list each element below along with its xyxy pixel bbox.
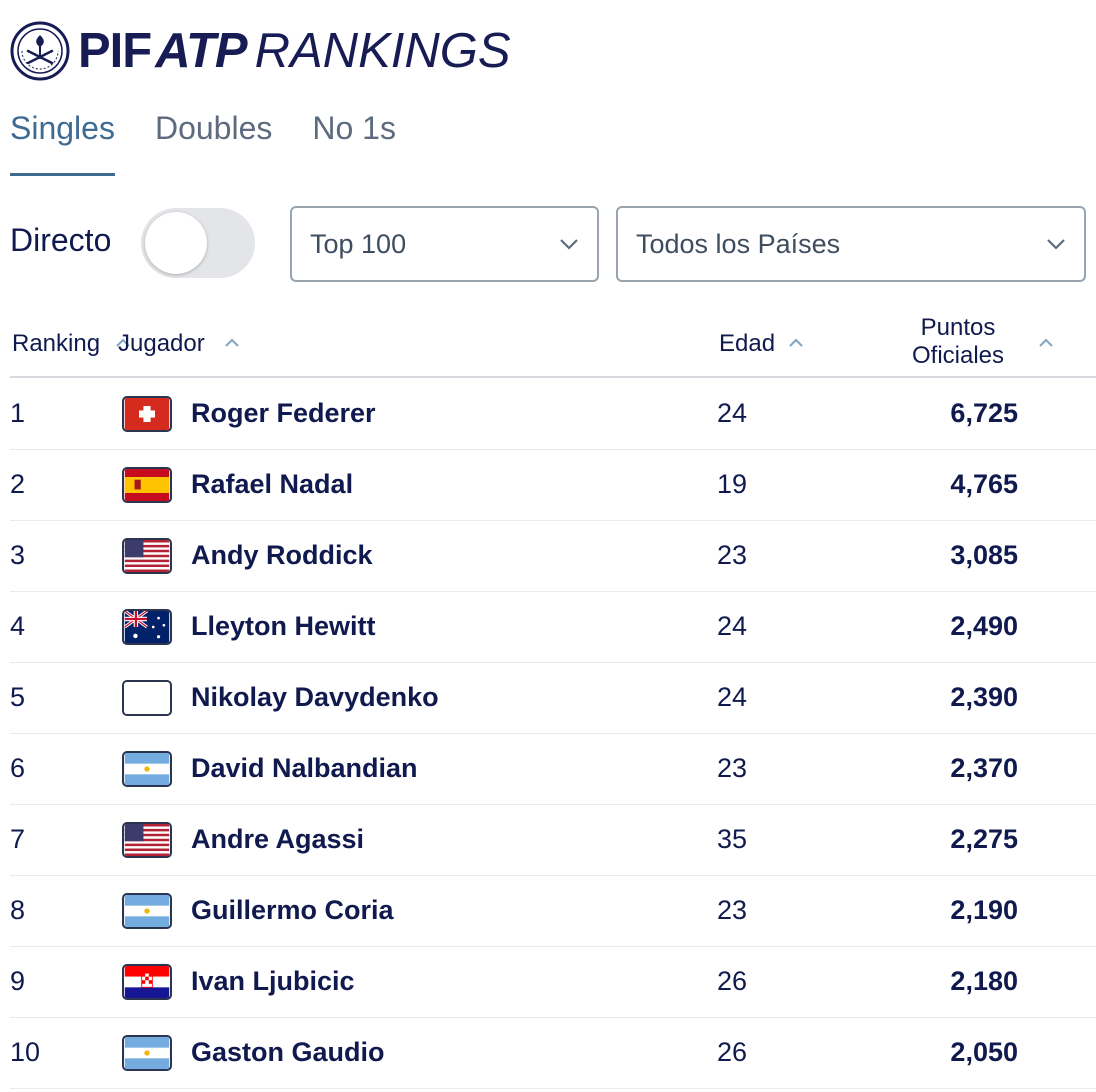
- rank-cell: 1: [10, 398, 26, 428]
- rank-cell: 5: [10, 682, 26, 712]
- chevron-down-icon: [560, 239, 578, 250]
- points-cell: 2,180: [950, 966, 1018, 996]
- table-row[interactable]: 1 Roger Federer 24 6,725: [10, 378, 1096, 450]
- brand-pif-text: PIF: [78, 24, 152, 78]
- brand-rankings-text: RANKINGS: [254, 24, 511, 78]
- country-select-value: Todos los Países: [636, 228, 841, 259]
- age-cell: 26: [717, 1037, 748, 1067]
- rank-cell: 8: [10, 895, 26, 925]
- player-name-link[interactable]: Gaston Gaudio: [191, 1037, 385, 1067]
- australia-flag-icon: [122, 608, 172, 645]
- rank-cell: 6: [10, 753, 26, 783]
- table-row[interactable]: 8 Guillermo Coria 23 2,190: [10, 875, 1096, 947]
- column-header-player[interactable]: Jugador: [118, 330, 239, 358]
- points-cell: 2,370: [950, 753, 1018, 783]
- brand-logo[interactable]: PIF ATP RANKINGS: [10, 20, 511, 82]
- table-row[interactable]: 7 Andre Agassi 35 2,275: [10, 804, 1096, 876]
- tab-doubles[interactable]: Doubles: [154, 110, 273, 146]
- player-name-link[interactable]: Andre Agassi: [191, 824, 365, 854]
- country-select[interactable]: Todos los Países: [616, 206, 1086, 282]
- chevron-down-icon: [1047, 239, 1065, 250]
- points-cell: 2,190: [950, 895, 1018, 925]
- switzerland-flag-icon: [122, 395, 172, 432]
- croatia-flag-icon: [122, 963, 172, 1000]
- spain-flag-icon: [122, 466, 172, 503]
- rank-cell: 4: [10, 611, 26, 641]
- player-name-link[interactable]: Rafael Nadal: [191, 469, 354, 499]
- player-name-link[interactable]: Nikolay Davydenko: [191, 682, 439, 712]
- table-header-divider: [10, 376, 1096, 378]
- player-name-link[interactable]: David Nalbandian: [191, 753, 418, 783]
- live-toggle[interactable]: [141, 208, 255, 278]
- age-cell: 26: [717, 966, 748, 996]
- table-row[interactable]: 4 Lleyton Hewitt 24 2,490: [10, 591, 1096, 663]
- column-header-ranking[interactable]: Ranking: [12, 330, 130, 358]
- player-name-link[interactable]: Andy Roddick: [191, 540, 373, 570]
- table-row[interactable]: 2 Rafael Nadal 19 4,765: [10, 449, 1096, 521]
- sort-arrow-icon: [225, 338, 239, 347]
- live-label: Directo: [10, 222, 112, 258]
- age-cell: 23: [717, 753, 748, 783]
- points-cell: 3,085: [950, 540, 1018, 570]
- player-name-link[interactable]: Guillermo Coria: [191, 895, 394, 925]
- column-header-age[interactable]: Edad: [719, 330, 803, 358]
- brand-atp-text: ATP: [155, 24, 247, 78]
- age-cell: 35: [717, 824, 748, 854]
- live-toggle-knob: [145, 212, 207, 274]
- tab-no1s[interactable]: No 1s: [312, 110, 396, 146]
- argentina-flag-icon: [122, 1034, 172, 1071]
- sort-arrow-icon: [1039, 338, 1053, 347]
- argentina-flag-icon: [122, 750, 172, 787]
- range-select-value: Top 100: [310, 228, 407, 259]
- age-cell: 24: [717, 611, 748, 641]
- rank-cell: 2: [10, 469, 26, 499]
- range-select[interactable]: Top 100: [290, 206, 599, 282]
- tab-singles[interactable]: Singles: [10, 110, 115, 176]
- table-row[interactable]: 5 Nikolay Davydenko 24 2,390: [10, 662, 1096, 734]
- points-cell: 2,050: [950, 1037, 1018, 1067]
- rank-cell: 7: [10, 824, 26, 854]
- blank-flag-icon: [122, 679, 172, 716]
- age-cell: 19: [717, 469, 748, 499]
- points-cell: 2,390: [950, 682, 1018, 712]
- ranking-tabs: Singles Doubles No 1s: [10, 110, 436, 176]
- table-row[interactable]: 3 Andy Roddick 23 3,085: [10, 520, 1096, 592]
- points-header-line2: Oficiales: [912, 342, 1005, 369]
- table-row[interactable]: 9 Ivan Ljubicic 26 2,180: [10, 946, 1096, 1018]
- age-cell: 23: [717, 540, 748, 570]
- rank-cell: 9: [10, 966, 26, 996]
- table-row[interactable]: 6 David Nalbandian 23 2,370: [10, 733, 1096, 805]
- pif-seal-icon: [10, 21, 70, 81]
- usa-flag-icon: [122, 821, 172, 858]
- sort-arrow-icon: [116, 338, 130, 347]
- player-name-link[interactable]: Lleyton Hewitt: [191, 611, 376, 641]
- ranking-header-label: Ranking: [12, 330, 101, 357]
- points-cell: 2,275: [950, 824, 1018, 854]
- sort-arrow-icon: [789, 338, 803, 347]
- table-row[interactable]: 10 Gaston Gaudio 26 2,050: [10, 1017, 1096, 1089]
- points-header-line1: Puntos: [920, 314, 996, 341]
- rank-cell: 10: [10, 1037, 41, 1067]
- argentina-flag-icon: [122, 892, 172, 929]
- age-cell: 24: [717, 682, 748, 712]
- points-cell: 4,765: [950, 469, 1018, 499]
- player-header-label: Jugador: [118, 330, 205, 357]
- age-header-label: Edad: [719, 330, 776, 357]
- player-name-link[interactable]: Ivan Ljubicic: [191, 966, 355, 996]
- column-header-points[interactable]: Puntos Oficiales: [912, 314, 1053, 370]
- usa-flag-icon: [122, 537, 172, 574]
- age-cell: 24: [717, 398, 748, 428]
- age-cell: 23: [717, 895, 748, 925]
- points-cell: 6,725: [950, 398, 1018, 428]
- player-name-link[interactable]: Roger Federer: [191, 398, 376, 428]
- rank-cell: 3: [10, 540, 26, 570]
- points-cell: 2,490: [950, 611, 1018, 641]
